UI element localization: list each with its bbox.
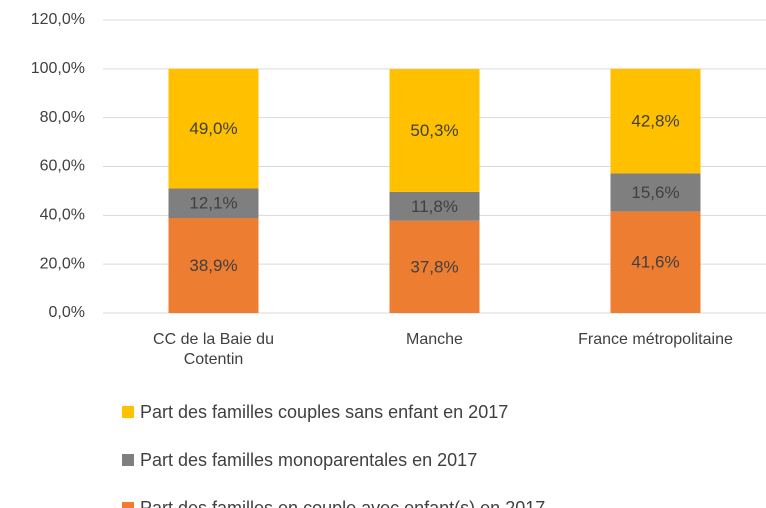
data-label: 49,0% xyxy=(189,119,237,138)
bar-segment xyxy=(389,191,480,221)
data-label: 42,8% xyxy=(631,112,679,131)
bar-segment xyxy=(168,188,259,219)
bar-segment xyxy=(610,68,701,174)
y-tick-label: 60,0% xyxy=(40,158,85,175)
data-label: 15,6% xyxy=(631,183,679,202)
bar-segment xyxy=(610,173,701,212)
bar-segment xyxy=(610,211,701,313)
x-tick-label: France métropolitaine xyxy=(578,331,733,348)
x-tick-label: Manche xyxy=(406,331,463,348)
legend-swatch xyxy=(122,502,134,508)
y-tick-label: 20,0% xyxy=(40,255,85,272)
y-tick-label: 0,0% xyxy=(49,304,85,321)
data-label: 41,6% xyxy=(631,253,679,272)
legend-swatch xyxy=(122,454,134,466)
bar-segment xyxy=(168,68,259,189)
legend-swatch xyxy=(122,406,134,418)
data-label: 12,1% xyxy=(189,194,237,213)
data-label: 38,9% xyxy=(189,256,237,275)
y-tick-label: 80,0% xyxy=(40,109,85,126)
y-tick-label: 120,0% xyxy=(31,11,85,28)
legend-label: Part des familles monoparentales en 2017 xyxy=(140,450,477,470)
bar-segment xyxy=(168,218,259,313)
data-label: 11,8% xyxy=(411,197,458,216)
y-tick-label: 100,0% xyxy=(31,60,85,77)
legend-label: Part des familles couples sans enfant en… xyxy=(140,402,508,422)
x-tick-label: CC de la Baie du Cotentin xyxy=(153,331,274,368)
bar-segment xyxy=(389,69,480,192)
legend-label: Part des familles en couple avec enfant(… xyxy=(140,498,545,508)
y-tick-label: 40,0% xyxy=(40,207,85,224)
bar-segment xyxy=(389,220,480,313)
data-label: 50,3% xyxy=(410,121,458,140)
data-label: 37,8% xyxy=(410,257,458,276)
